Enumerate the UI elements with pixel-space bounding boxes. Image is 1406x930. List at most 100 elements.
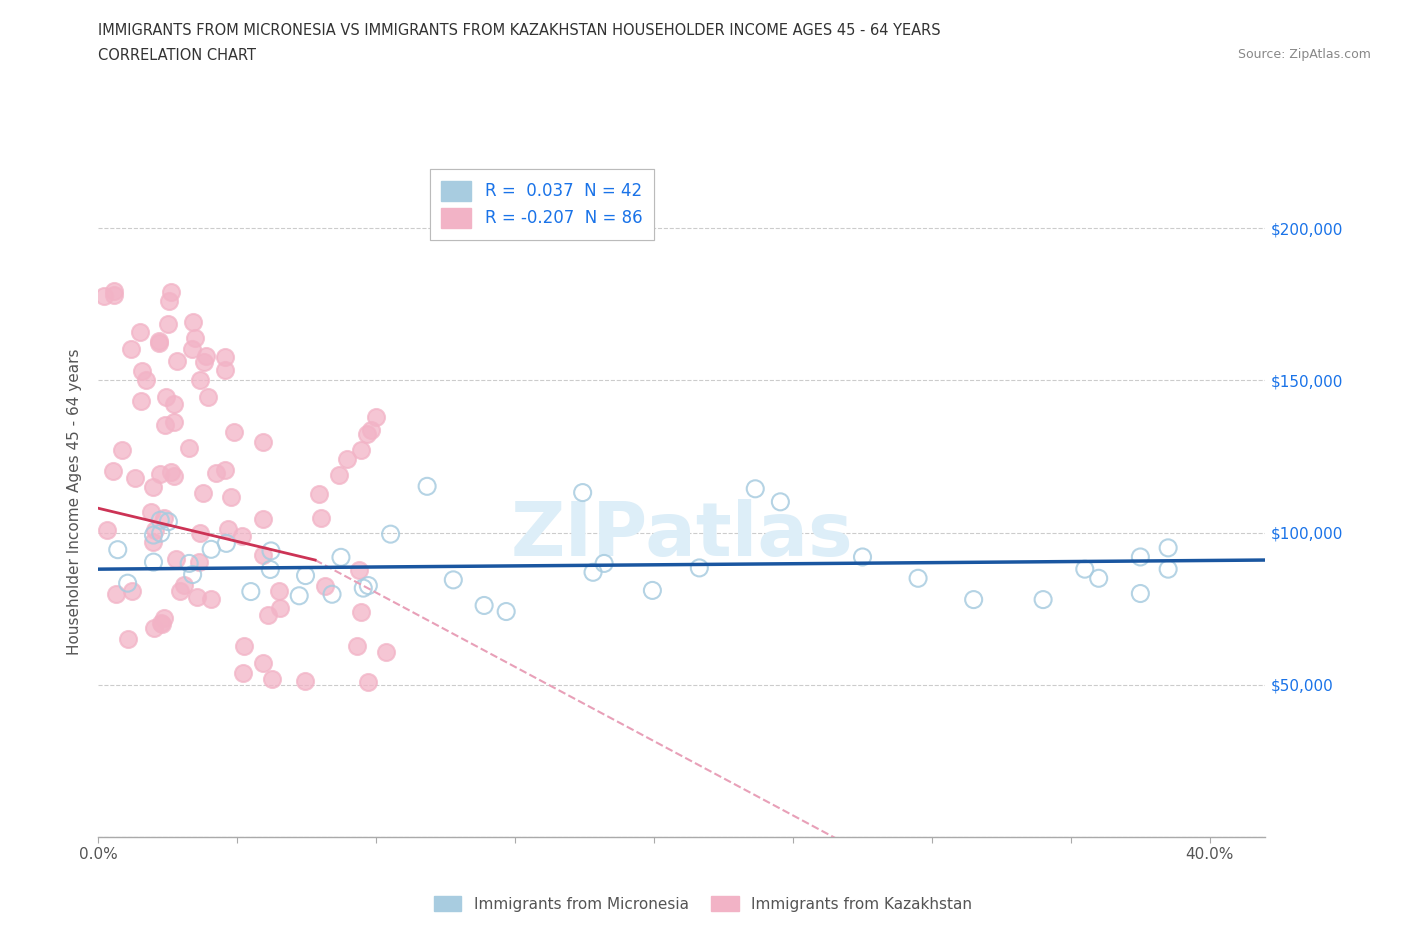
- Point: [183, 331, 205, 346]
- Point: [153, 611, 176, 626]
- Point: [135, 373, 157, 388]
- Point: [769, 495, 792, 510]
- Point: [142, 620, 165, 635]
- Point: [93, 288, 115, 303]
- Point: [193, 354, 215, 369]
- Point: [121, 584, 143, 599]
- Point: [179, 556, 201, 571]
- Point: [346, 639, 368, 654]
- Y-axis label: Householder Income Ages 45 - 64 years: Householder Income Ages 45 - 64 years: [67, 349, 83, 656]
- Point: [155, 418, 177, 432]
- Point: [131, 364, 153, 379]
- Point: [155, 390, 177, 405]
- Point: [962, 592, 984, 607]
- Point: [103, 284, 125, 299]
- Point: [105, 586, 128, 601]
- Point: [159, 294, 181, 309]
- Point: [117, 576, 139, 591]
- Point: [571, 485, 593, 500]
- Point: [288, 589, 311, 604]
- Text: IMMIGRANTS FROM MICRONESIA VS IMMIGRANTS FROM KAZAKHSTAN HOUSEHOLDER INCOME AGES: IMMIGRANTS FROM MICRONESIA VS IMMIGRANTS…: [98, 23, 941, 38]
- Point: [177, 440, 200, 455]
- Text: CORRELATION CHART: CORRELATION CHART: [98, 48, 256, 63]
- Point: [186, 590, 208, 604]
- Point: [269, 584, 291, 599]
- Point: [231, 528, 253, 543]
- Point: [472, 598, 495, 613]
- Point: [308, 486, 330, 501]
- Point: [582, 565, 605, 579]
- Point: [441, 573, 464, 588]
- Point: [252, 656, 274, 671]
- Point: [375, 644, 398, 659]
- Point: [157, 514, 180, 529]
- Point: [688, 561, 710, 576]
- Point: [163, 469, 186, 484]
- Point: [252, 434, 274, 449]
- Point: [197, 390, 219, 405]
- Point: [256, 607, 278, 622]
- Point: [166, 354, 188, 369]
- Point: [1032, 592, 1054, 607]
- Point: [214, 363, 236, 378]
- Point: [129, 394, 152, 409]
- Point: [269, 600, 291, 615]
- Point: [321, 587, 343, 602]
- Point: [124, 471, 146, 485]
- Point: [159, 464, 181, 479]
- Point: [329, 550, 352, 565]
- Point: [641, 583, 664, 598]
- Point: [352, 580, 374, 595]
- Point: [1157, 540, 1180, 555]
- Point: [311, 511, 333, 525]
- Point: [347, 563, 370, 578]
- Point: [111, 443, 134, 458]
- Point: [188, 373, 211, 388]
- Point: [851, 550, 873, 565]
- Point: [357, 578, 380, 593]
- Point: [328, 467, 350, 482]
- Point: [744, 482, 766, 497]
- Point: [142, 554, 165, 569]
- Point: [107, 542, 129, 557]
- Point: [214, 463, 236, 478]
- Point: [294, 568, 316, 583]
- Point: [117, 631, 139, 646]
- Point: [163, 415, 186, 430]
- Point: [350, 443, 373, 458]
- Point: [143, 523, 166, 538]
- Point: [907, 571, 929, 586]
- Point: [173, 578, 195, 592]
- Point: [103, 287, 125, 302]
- Point: [165, 551, 187, 566]
- Point: [219, 489, 242, 504]
- Point: [195, 348, 218, 363]
- Point: [357, 674, 380, 689]
- Point: [96, 523, 118, 538]
- Point: [366, 409, 388, 424]
- Legend: R =  0.037  N = 42, R = -0.207  N = 86: R = 0.037 N = 42, R = -0.207 N = 86: [430, 169, 654, 240]
- Point: [120, 341, 142, 356]
- Point: [181, 314, 204, 329]
- Point: [204, 466, 226, 481]
- Point: [217, 522, 239, 537]
- Point: [259, 562, 281, 577]
- Point: [239, 584, 262, 599]
- Point: [142, 479, 165, 494]
- Point: [187, 554, 209, 569]
- Point: [180, 341, 202, 356]
- Point: [159, 285, 181, 299]
- Point: [1129, 586, 1152, 601]
- Point: [232, 666, 254, 681]
- Point: [153, 511, 176, 525]
- Point: [128, 325, 150, 339]
- Point: [294, 673, 316, 688]
- Point: [148, 336, 170, 351]
- Point: [350, 604, 373, 619]
- Point: [142, 535, 165, 550]
- Point: [336, 452, 359, 467]
- Point: [224, 424, 246, 439]
- Point: [314, 578, 336, 593]
- Point: [152, 617, 174, 631]
- Point: [380, 526, 402, 541]
